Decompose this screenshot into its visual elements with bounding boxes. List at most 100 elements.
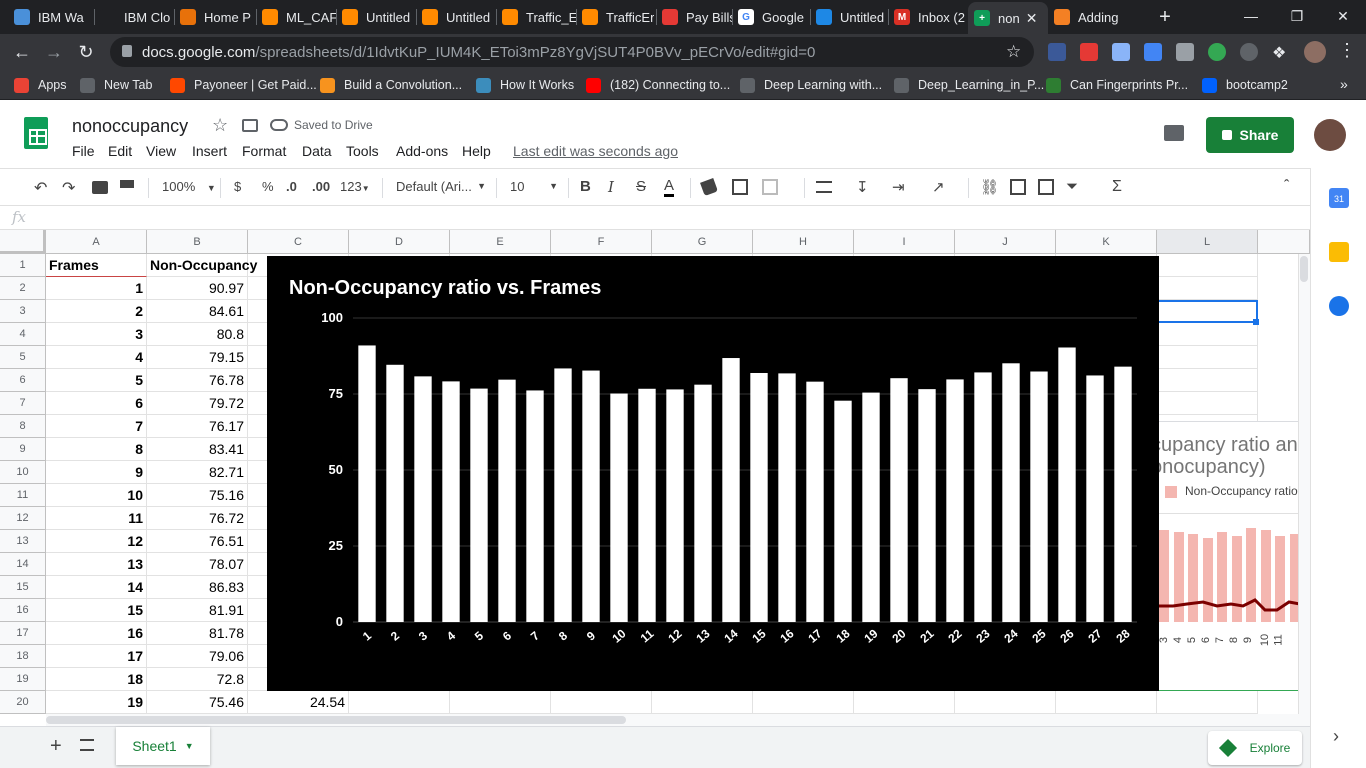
grid-cell[interactable] bbox=[854, 691, 955, 714]
insert-chart-icon[interactable] bbox=[1038, 179, 1054, 195]
chart-bar[interactable] bbox=[806, 381, 824, 622]
bookmark-item[interactable]: Deep Learning with... bbox=[740, 76, 882, 94]
chart-bar[interactable] bbox=[414, 376, 432, 622]
decrease-decimal-button[interactable]: .0 bbox=[286, 179, 297, 194]
facebook-extension-icon[interactable] bbox=[1048, 43, 1066, 61]
grid-cell[interactable]: 6 bbox=[46, 392, 147, 415]
row-header[interactable]: 16 bbox=[0, 599, 46, 622]
column-header[interactable]: L bbox=[1157, 230, 1258, 254]
browser-tab[interactable]: Untitled bbox=[336, 4, 416, 30]
column-header[interactable]: F bbox=[551, 230, 652, 254]
column-header[interactable]: I bbox=[854, 230, 955, 254]
column-header[interactable]: D bbox=[349, 230, 450, 254]
extension-icon[interactable] bbox=[1176, 43, 1194, 61]
chart-bar[interactable] bbox=[442, 381, 460, 622]
extension-icon[interactable] bbox=[1112, 43, 1130, 61]
grid-cell[interactable]: 13 bbox=[46, 553, 147, 576]
menu-insert[interactable]: Insert bbox=[192, 143, 228, 159]
bookmark-item[interactable]: New Tab bbox=[80, 76, 152, 94]
print-icon[interactable] bbox=[92, 181, 108, 194]
menu-file[interactable]: File bbox=[72, 143, 95, 159]
keep-icon[interactable] bbox=[1329, 242, 1349, 262]
italic-icon[interactable]: I bbox=[608, 178, 614, 196]
move-folder-icon[interactable] bbox=[242, 119, 258, 132]
grid-cell[interactable]: 72.8 bbox=[147, 668, 248, 691]
row-header[interactable]: 11 bbox=[0, 484, 46, 507]
grid-cell[interactable]: 11 bbox=[46, 507, 147, 530]
row-header[interactable]: 20 bbox=[0, 691, 46, 714]
grid-cell[interactable]: 9 bbox=[46, 461, 147, 484]
chart-bar[interactable] bbox=[498, 379, 516, 622]
percent-format-button[interactable]: % bbox=[262, 179, 274, 194]
undo-icon[interactable]: ↶ bbox=[34, 180, 48, 197]
browser-tab[interactable]: TrafficEr bbox=[576, 4, 656, 30]
grid-cell[interactable]: 76.78 bbox=[147, 369, 248, 392]
redo-icon[interactable]: ↷ bbox=[62, 180, 76, 197]
column-header[interactable]: B bbox=[147, 230, 248, 254]
chart-bar[interactable] bbox=[946, 379, 964, 622]
star-icon[interactable]: ☆ bbox=[212, 115, 229, 135]
grid-cell[interactable]: 24.54 bbox=[248, 691, 349, 714]
browser-tab[interactable]: ML_CAF bbox=[256, 4, 336, 30]
chart-bar[interactable] bbox=[1030, 371, 1048, 622]
row-header[interactable]: 5 bbox=[0, 346, 46, 369]
browser-tab[interactable]: Pay Bills bbox=[656, 4, 732, 30]
grid-cell[interactable]: 90.97 bbox=[147, 277, 248, 300]
menu-kebab-icon[interactable]: ⋮ bbox=[1338, 40, 1356, 60]
chart-bar[interactable] bbox=[750, 372, 768, 622]
bookmark-item[interactable]: Apps bbox=[14, 76, 67, 94]
currency-format-button[interactable]: $ bbox=[234, 179, 242, 194]
text-rotation-icon[interactable]: ↗ bbox=[932, 179, 945, 196]
grid-cell[interactable]: 15 bbox=[46, 599, 147, 622]
account-avatar[interactable] bbox=[1314, 119, 1346, 151]
grid-cell[interactable] bbox=[1157, 346, 1258, 369]
font-select[interactable]: Default (Ari... ▼ bbox=[396, 179, 486, 194]
text-wrap-icon[interactable]: ⇥ bbox=[892, 179, 905, 196]
scrollbar-thumb[interactable] bbox=[46, 716, 626, 724]
grid-cell[interactable]: 17 bbox=[46, 645, 147, 668]
text-color-icon[interactable]: A bbox=[664, 178, 675, 197]
more-formats-button[interactable]: 123▼ bbox=[340, 179, 370, 194]
grid-cell[interactable]: 79.15 bbox=[147, 346, 248, 369]
calendar-icon[interactable]: 31 bbox=[1329, 188, 1349, 208]
puzzle-icon[interactable]: ❖ bbox=[1272, 45, 1287, 62]
bookmark-item[interactable]: Payoneer | Get Paid... bbox=[170, 76, 317, 94]
menu-help[interactable]: Help bbox=[462, 143, 491, 159]
grammarly-extension-icon[interactable] bbox=[1208, 43, 1226, 61]
merge-cells-icon[interactable] bbox=[762, 179, 778, 195]
chart-bar[interactable] bbox=[638, 388, 656, 622]
browser-tab[interactable]: Untitled bbox=[810, 4, 888, 30]
close-tab-icon[interactable]: ✕ bbox=[1025, 9, 1038, 26]
chart-bar[interactable] bbox=[582, 370, 600, 622]
filter-icon[interactable]: ⏷ bbox=[1066, 178, 1079, 195]
chart-bar[interactable] bbox=[778, 373, 796, 622]
grid-cell[interactable] bbox=[1157, 691, 1258, 714]
chart-bar[interactable] bbox=[862, 392, 880, 622]
zoom-select[interactable]: 100% ▼ bbox=[162, 179, 216, 194]
horizontal-scrollbar[interactable] bbox=[46, 714, 1310, 726]
chart-bar[interactable] bbox=[526, 390, 544, 622]
row-header[interactable]: 6 bbox=[0, 369, 46, 392]
chart-bar[interactable] bbox=[610, 393, 628, 622]
vertical-scrollbar[interactable] bbox=[1298, 254, 1310, 714]
chart-bar[interactable] bbox=[890, 378, 908, 622]
browser-tab[interactable]: + non ✕ bbox=[968, 2, 1048, 34]
row-header[interactable]: 7 bbox=[0, 392, 46, 415]
bookmark-item[interactable]: Deep_Learning_in_P... bbox=[894, 76, 1044, 94]
grid-cell[interactable] bbox=[450, 691, 551, 714]
increase-decimal-button[interactable]: .00 bbox=[312, 179, 331, 194]
comments-icon[interactable] bbox=[1164, 125, 1184, 141]
grid-cell[interactable]: 2 bbox=[46, 300, 147, 323]
grid-cell[interactable]: 86.83 bbox=[147, 576, 248, 599]
chart-bar[interactable] bbox=[1086, 375, 1104, 622]
grid-cell[interactable]: 76.51 bbox=[147, 530, 248, 553]
bar-chart[interactable]: Non-Occupancy ratio vs. Frames 0 25 50 75 10… bbox=[267, 256, 1159, 691]
chart-bar[interactable] bbox=[974, 372, 992, 622]
back-icon[interactable]: ← bbox=[13, 41, 31, 62]
grid-cell[interactable]: 81.91 bbox=[147, 599, 248, 622]
explore-button[interactable]: Explore bbox=[1208, 731, 1302, 765]
chart-bar[interactable] bbox=[1058, 347, 1076, 622]
column-header[interactable] bbox=[1258, 230, 1310, 254]
extension-icon[interactable] bbox=[1080, 43, 1098, 61]
share-button[interactable]: Share bbox=[1206, 117, 1294, 153]
